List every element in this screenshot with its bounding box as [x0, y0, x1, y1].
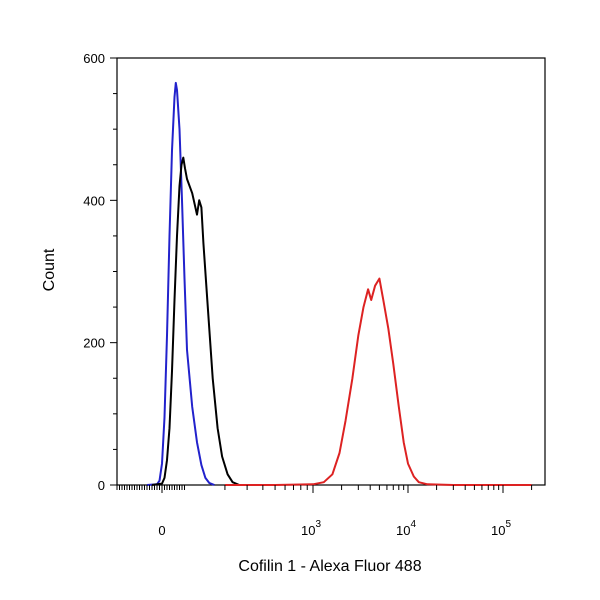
- y-tick-label: 600: [83, 51, 105, 66]
- x-tick-label: 0: [158, 523, 165, 538]
- y-axis-title: Count: [41, 248, 58, 291]
- x-tick-label: 105: [491, 519, 511, 538]
- y-tick-label: 200: [83, 336, 105, 351]
- series-line-0: [146, 81, 215, 486]
- series-layer: [146, 81, 532, 486]
- plot-frame: [116, 57, 546, 486]
- x-axis-title: Cofilin 1 - Alexa Fluor 488: [238, 558, 421, 575]
- series-line-1: [151, 156, 240, 486]
- y-tick-label: 400: [83, 193, 105, 208]
- x-tick-label: 103: [301, 519, 321, 538]
- y-tick-label: 0: [98, 478, 105, 493]
- series-line-2: [224, 277, 532, 486]
- x-tick-label: 104: [396, 519, 416, 538]
- axis-layer: 0 200 400 600 0 103 104 105: [83, 51, 533, 538]
